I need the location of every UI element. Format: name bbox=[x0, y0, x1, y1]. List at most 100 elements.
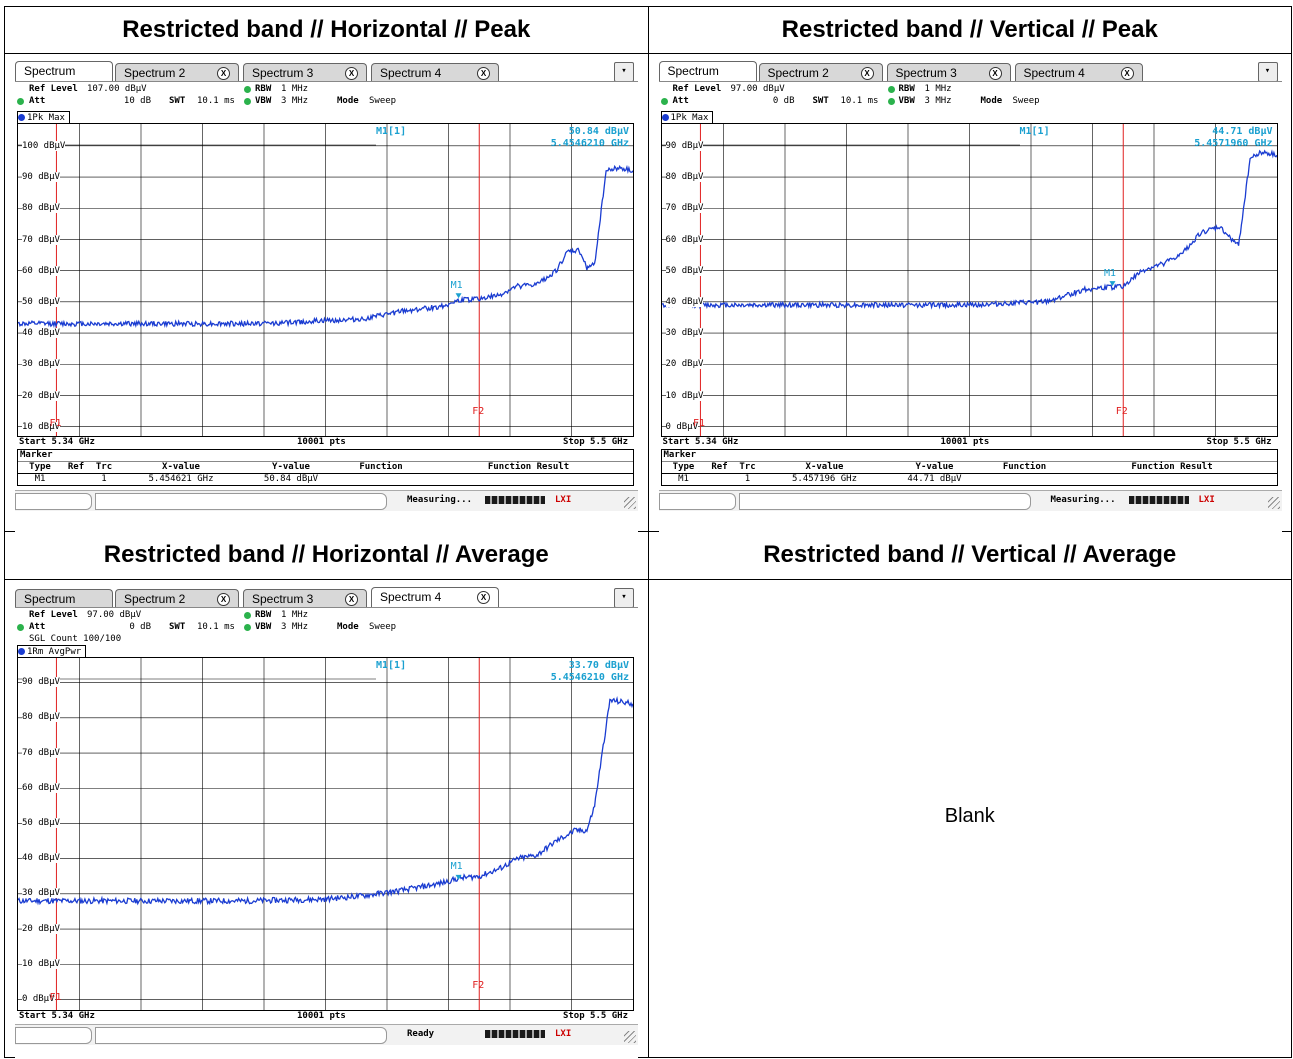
stop-frequency: Stop 5.5 GHz bbox=[1206, 437, 1272, 448]
y-axis-label: 0 dBµV bbox=[22, 994, 55, 1005]
marker-name: M1[1] bbox=[1019, 126, 1050, 138]
tab-spectrum-3[interactable]: Spectrum 3 X bbox=[243, 588, 367, 607]
vbw-coupled-icon bbox=[244, 623, 251, 631]
header-v-avg: Restricted band // Vertical // Average bbox=[647, 531, 1292, 580]
analyzer-h-avg: Spectrum Spectrum 2 X Spectrum 3 X Spectrum 4… bbox=[15, 586, 638, 1059]
progress-bar bbox=[1128, 496, 1189, 505]
tab-spectrum-3[interactable]: Spectrum 3 X bbox=[243, 63, 367, 82]
tab-label: Spectrum 4 bbox=[380, 66, 442, 81]
sweep-footer: Start 5.34 GHz 10001 pts Stop 5.5 GHz bbox=[661, 437, 1276, 448]
close-tab-icon[interactable]: X bbox=[217, 67, 230, 81]
tab-spectrum-1[interactable]: Spectrum bbox=[15, 61, 113, 82]
marker-m1-icon[interactable] bbox=[1108, 281, 1115, 287]
resize-grip-icon[interactable] bbox=[1267, 497, 1280, 510]
tab-spectrum-4[interactable]: Spectrum 4 X bbox=[371, 586, 499, 607]
mode-label: Mode bbox=[980, 96, 1003, 107]
vbw-value: 3 MHz bbox=[281, 621, 309, 632]
close-tab-icon[interactable]: X bbox=[345, 592, 358, 606]
y-axis-label: 10 dBµV bbox=[22, 958, 60, 969]
spectrum-chart-svg bbox=[18, 657, 633, 1010]
marker-table-header: Type Ref Trc X-value Y-value Function Function… bbox=[661, 462, 1277, 475]
marker-m1-icon[interactable] bbox=[455, 293, 462, 299]
y-axis-label: 40 dBµV bbox=[665, 296, 704, 307]
marker-m1-icon[interactable] bbox=[455, 874, 462, 880]
dropdown-menu-icon[interactable]: ▾ bbox=[614, 587, 634, 608]
ref-level-value: 97.00 dBµV bbox=[730, 84, 785, 95]
rbw-label: RBW bbox=[255, 84, 272, 95]
tab-spectrum-1[interactable]: Spectrum bbox=[15, 588, 113, 607]
f2-label: F2 bbox=[472, 406, 485, 418]
close-tab-icon[interactable]: X bbox=[477, 67, 490, 81]
y-axis-label: 80 dBµV bbox=[665, 172, 704, 183]
status-field-2 bbox=[95, 1026, 387, 1044]
tab-label: Spectrum 3 bbox=[252, 591, 314, 606]
trace-dot-icon bbox=[18, 114, 25, 122]
y-axis-label: 60 dBµV bbox=[665, 234, 704, 245]
blank-cell: Blank bbox=[647, 578, 1292, 1059]
close-tab-icon[interactable]: X bbox=[1120, 67, 1134, 81]
trace-label-text: 1Rm AvgPwr bbox=[27, 646, 82, 657]
tab-spectrum-2[interactable]: Spectrum 2 X bbox=[115, 588, 239, 607]
close-tab-icon[interactable]: X bbox=[345, 67, 358, 81]
start-frequency: Start 5.34 GHz bbox=[19, 437, 95, 448]
close-tab-icon[interactable]: X bbox=[988, 67, 1002, 81]
rbw-label: RBW bbox=[255, 609, 272, 620]
marker-col-header: X-value bbox=[805, 462, 844, 473]
marker-level: 33.70 dBµV bbox=[568, 659, 629, 671]
measurement-status: Ready bbox=[407, 1028, 435, 1039]
f1-label: F1 bbox=[49, 418, 62, 430]
marker-level: 44.71 dBµV bbox=[1212, 126, 1273, 138]
resize-grip-icon[interactable] bbox=[624, 1030, 636, 1043]
status-field-1 bbox=[15, 1026, 92, 1044]
marker-cell: 5.454621 GHz bbox=[148, 474, 214, 485]
tab-spectrum-2[interactable]: Spectrum 2 X bbox=[758, 63, 883, 82]
tab-spectrum-3[interactable]: Spectrum 3 X bbox=[886, 63, 1011, 82]
trace-line bbox=[18, 695, 633, 906]
close-tab-icon[interactable]: X bbox=[217, 592, 230, 606]
start-frequency: Start 5.34 GHz bbox=[662, 437, 739, 448]
rbw-coupled-icon bbox=[244, 611, 251, 619]
tab-spectrum-4[interactable]: Spectrum 4 X bbox=[371, 63, 499, 82]
progress-bar bbox=[485, 1029, 545, 1038]
vbw-coupled-icon bbox=[244, 98, 251, 106]
sweep-points: 10001 pts bbox=[940, 437, 990, 448]
trace-dot-icon bbox=[661, 114, 669, 122]
ref-level-value: 107.00 dBµV bbox=[87, 84, 147, 95]
status-bar: Measuring... LXI bbox=[658, 490, 1282, 512]
att-coupled-icon bbox=[17, 98, 24, 106]
mode-value: Sweep bbox=[369, 621, 397, 632]
sweep-footer: Start 5.34 GHz 10001 pts Stop 5.5 GHz bbox=[17, 1011, 632, 1022]
marker-col-header: Y-value bbox=[915, 462, 954, 473]
tab-label: Spectrum 2 bbox=[124, 591, 186, 606]
y-axis-label: 30 dBµV bbox=[665, 328, 704, 339]
close-tab-icon[interactable]: X bbox=[477, 590, 490, 604]
settings-panel: Ref Level 97.00 dBµV RBW 1 MHz Att 0 dB SWT 10.… bbox=[658, 81, 1282, 125]
dropdown-menu-icon[interactable]: ▾ bbox=[1257, 62, 1278, 83]
tab-spectrum-4[interactable]: Spectrum 4 X bbox=[1014, 63, 1143, 82]
tab-spectrum-1[interactable]: Spectrum bbox=[658, 61, 757, 82]
y-axis-label: 100 dBµV bbox=[22, 140, 66, 151]
tab-label: Spectrum bbox=[24, 591, 76, 606]
marker-readout: 50.84 dBµV 5.4546210 GHz bbox=[551, 126, 629, 150]
settings-panel: Ref Level 97.00 dBµV RBW 1 MHz Att 0 dB SWT 10.… bbox=[15, 606, 638, 650]
rbw-label: RBW bbox=[898, 84, 915, 95]
tab-label: Spectrum 3 bbox=[252, 66, 314, 81]
vbw-value: 3 MHz bbox=[281, 96, 309, 107]
tab-spectrum-2[interactable]: Spectrum 2 X bbox=[115, 63, 239, 82]
marker-table-row: M1 1 5.454621 GHz 50.84 dBµV bbox=[18, 474, 633, 485]
y-axis-label: 40 dBµV bbox=[22, 853, 60, 864]
marker-cell: 1 bbox=[744, 474, 751, 485]
trace-label-text: 1Pk Max bbox=[27, 113, 65, 124]
header-h-peak: Restricted band // Horizontal // Peak bbox=[4, 5, 649, 55]
trace-label: 1Pk Max bbox=[17, 111, 70, 125]
marker-cell: 50.84 dBµV bbox=[263, 474, 319, 485]
att-value: 0 dB bbox=[129, 621, 151, 632]
dropdown-menu-icon[interactable]: ▾ bbox=[614, 62, 634, 83]
marker-frequency: 5.4571960 GHz bbox=[1194, 138, 1273, 150]
status-bar: Ready LXI bbox=[15, 1023, 638, 1045]
sweep-footer: Start 5.34 GHz 10001 pts Stop 5.5 GHz bbox=[17, 437, 632, 448]
tab-label: Spectrum 2 bbox=[124, 66, 186, 81]
resize-grip-icon[interactable] bbox=[624, 497, 636, 510]
rbw-value: 1 MHz bbox=[924, 84, 952, 95]
close-tab-icon[interactable]: X bbox=[860, 67, 874, 81]
